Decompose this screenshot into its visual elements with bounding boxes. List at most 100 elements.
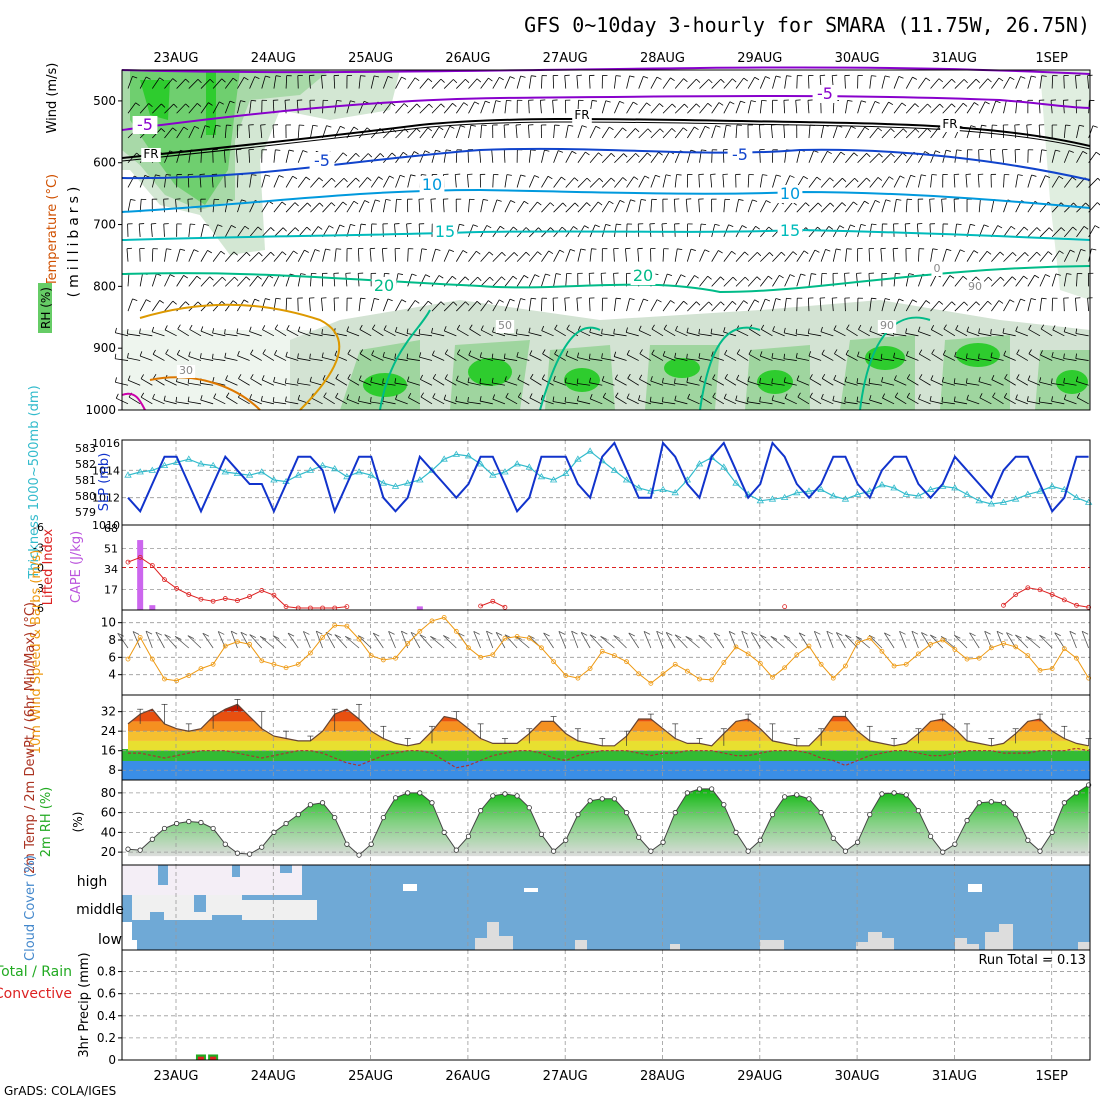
wind-barb-upper bbox=[649, 223, 652, 237]
contour-label-bg bbox=[432, 223, 458, 241]
wind-barb-flag bbox=[1075, 353, 1077, 359]
wind-barb-upper bbox=[308, 75, 311, 89]
wind-barb-flag bbox=[427, 78, 433, 83]
temperature-ylabel: 2m Temp / 2m DewPt / (6hr Min/Max) (°C) bbox=[23, 602, 38, 874]
wind-barb-upper bbox=[881, 298, 886, 312]
wind-barb-upper bbox=[127, 199, 131, 213]
wind-barb-flag bbox=[718, 102, 724, 106]
wind-barb-flag bbox=[811, 273, 817, 275]
wind-barb bbox=[899, 631, 907, 649]
wind-barb-flag bbox=[294, 227, 300, 232]
wind-barb-upper bbox=[759, 125, 761, 139]
wind-barb bbox=[571, 631, 579, 649]
wind-barb-upper bbox=[274, 354, 287, 361]
wind-barb-upper bbox=[614, 153, 624, 164]
wind-barb-upper bbox=[601, 153, 612, 164]
wind-speed-marker bbox=[624, 659, 629, 665]
wind-barb-upper bbox=[140, 378, 153, 386]
wind-barb-flag bbox=[800, 273, 806, 276]
wind-barb-upper bbox=[382, 199, 387, 213]
wind-barb-upper bbox=[821, 353, 834, 361]
wind-barb-upper bbox=[638, 175, 646, 188]
wind-barb-upper bbox=[747, 380, 761, 386]
wind-barb-upper bbox=[893, 357, 907, 361]
wind-barb-flag bbox=[656, 76, 662, 80]
wind-barb-flag bbox=[674, 634, 682, 639]
wind-barb-upper bbox=[322, 177, 332, 188]
wind-barb-flag bbox=[781, 251, 786, 256]
wind-barb-upper bbox=[372, 328, 384, 337]
wind-barb-flag bbox=[297, 378, 299, 384]
rh-marker bbox=[952, 841, 958, 847]
lifted-index-marker bbox=[162, 577, 167, 583]
wind-barb-flag bbox=[316, 630, 323, 635]
wind-barb-upper bbox=[285, 401, 299, 405]
wind-barb-flag bbox=[979, 393, 983, 398]
wind-barb-upper bbox=[297, 249, 305, 262]
thickness-marker bbox=[416, 476, 424, 483]
wind-barb-flag bbox=[893, 352, 896, 358]
thickness-marker bbox=[878, 481, 886, 488]
wind-barb-flag bbox=[420, 374, 423, 380]
wind-barb-flag bbox=[623, 153, 628, 158]
wind-barb-upper bbox=[406, 358, 420, 361]
wind-barb-flag bbox=[189, 324, 193, 330]
wind-barb-flag bbox=[731, 250, 736, 255]
wind-barb bbox=[419, 634, 433, 649]
wind-barb-upper bbox=[200, 125, 206, 139]
wind-barb-upper bbox=[942, 78, 952, 89]
wind-barb-upper bbox=[772, 330, 785, 337]
wind-barb-flag bbox=[638, 325, 642, 331]
wind-barb-upper bbox=[273, 149, 276, 163]
wind-barb-flag bbox=[615, 392, 619, 398]
wind-barb-upper bbox=[809, 378, 822, 386]
lifted-index-marker bbox=[1086, 604, 1092, 610]
wind-barb-upper bbox=[797, 396, 810, 405]
wind-barb-upper bbox=[480, 199, 484, 213]
wind-barb-upper bbox=[723, 276, 734, 287]
wind-barb-flag bbox=[427, 300, 433, 305]
thickness-marker bbox=[975, 497, 983, 504]
wind-barb-upper bbox=[820, 202, 831, 213]
rh-marker bbox=[137, 847, 143, 853]
wind-barb-flag bbox=[869, 326, 872, 332]
wind-barb-upper bbox=[723, 301, 733, 312]
wind-speed-marker bbox=[235, 639, 240, 645]
wind-barb-flag bbox=[185, 301, 190, 306]
wind-barb-upper bbox=[455, 125, 461, 139]
wind-barb-upper bbox=[152, 103, 162, 114]
wind-barb-upper bbox=[965, 174, 968, 188]
wind-barb-upper bbox=[249, 226, 259, 238]
wind-barb-flag bbox=[144, 174, 150, 178]
wind-barb-flag bbox=[622, 127, 627, 132]
wind-barb-upper bbox=[589, 298, 591, 312]
wind-barb-flag bbox=[227, 199, 233, 201]
wind-barb-flag bbox=[965, 353, 968, 359]
wind-barb-upper bbox=[419, 356, 433, 361]
wind-barb-flag bbox=[208, 102, 213, 106]
wind-barb-flag bbox=[1009, 299, 1015, 303]
wind-barb-flag bbox=[613, 351, 617, 357]
wind-barb-flag bbox=[905, 328, 908, 334]
wind-barb-upper bbox=[455, 400, 469, 405]
rh-marker bbox=[818, 810, 824, 816]
wind-speed-marker bbox=[636, 671, 642, 677]
thickness-marker bbox=[1011, 495, 1020, 502]
contour-label: -5 bbox=[137, 115, 153, 134]
wind-barb-flag bbox=[559, 249, 565, 253]
wind-barb-upper bbox=[699, 103, 709, 114]
wind-barb-flag bbox=[962, 102, 968, 107]
wind-barb-upper bbox=[858, 329, 870, 337]
rh-marker bbox=[867, 811, 873, 818]
wind-barb-upper bbox=[468, 125, 472, 139]
wind-barb-upper bbox=[565, 355, 579, 361]
wind-barb-flag bbox=[896, 198, 902, 201]
rh-marker bbox=[259, 844, 265, 850]
wind-barb-flag bbox=[1028, 349, 1032, 354]
wind-barb-upper bbox=[492, 199, 498, 213]
wind-barb-flag bbox=[945, 149, 951, 152]
wind-barb-upper bbox=[589, 126, 597, 139]
wind-barb-upper bbox=[590, 398, 603, 405]
thickness-marker bbox=[464, 452, 473, 459]
wind-barb-flag bbox=[1060, 227, 1066, 232]
